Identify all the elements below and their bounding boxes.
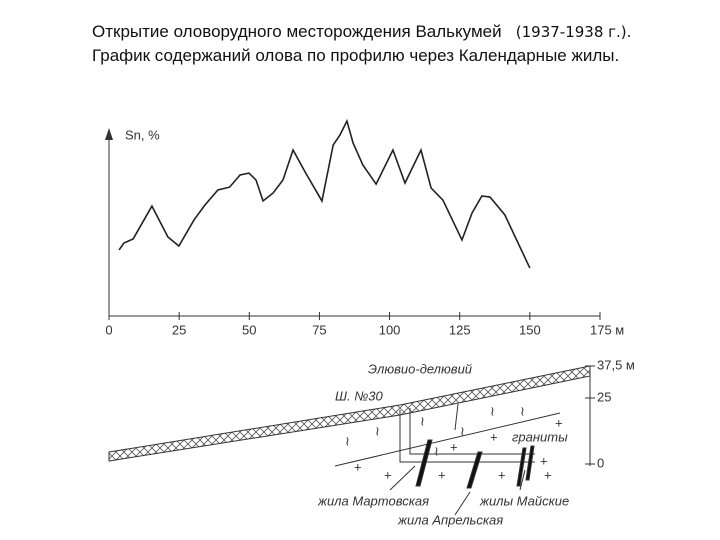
x-tick-label: 125 (449, 322, 471, 337)
svg-text:≀: ≀ (460, 423, 465, 438)
x-tick-label: 25 (172, 322, 186, 337)
svg-text:+: + (354, 459, 362, 474)
label: граниты (512, 429, 568, 444)
x-tick-label: 50 (242, 322, 256, 337)
svg-text:≀: ≀ (490, 403, 495, 418)
label: Ш. №30 (335, 388, 383, 403)
label: жила Мартовская (317, 493, 429, 508)
scale-label: 0 (597, 455, 604, 470)
leader (519, 469, 526, 491)
label: жилы Майские (479, 493, 569, 508)
svg-text:+: + (490, 429, 498, 444)
y-axis-arrow (105, 128, 113, 140)
x-tick-label: 175 м (590, 322, 624, 337)
scale-label: 25 (597, 389, 611, 404)
x-tick-label: 100 (379, 322, 401, 337)
subtitle: График содержаний олова по профилю через… (92, 46, 620, 65)
svg-text:+: + (540, 453, 548, 468)
x-tick-label: 0 (105, 322, 112, 337)
svg-text:≀: ≀ (375, 423, 380, 438)
cross-section: Элювио-делювий Ш. №30 граниты жила Марто… (108, 357, 635, 527)
granite-contact (334, 412, 561, 467)
label: жила Апрельская (397, 512, 503, 527)
svg-text:+: + (438, 467, 446, 482)
title: Открытие оловорудного месторождения Валь… (92, 22, 502, 41)
shaft (399, 408, 535, 463)
svg-text:≀: ≀ (420, 413, 425, 428)
svg-text:≀: ≀ (434, 443, 439, 458)
x-tick-label: 75 (312, 322, 326, 337)
svg-text:+: + (450, 439, 458, 454)
leader (454, 491, 471, 516)
svg-text:+: + (555, 415, 563, 430)
veins (415, 439, 535, 489)
title-dates: (1937-1938 г.). (515, 23, 632, 41)
header: Открытие оловорудного месторождения Валь… (92, 20, 692, 68)
label: Элювио-делювий (368, 361, 472, 376)
y-axis-label: Sn, % (125, 127, 160, 142)
leader (454, 403, 459, 431)
svg-text:≀: ≀ (345, 433, 350, 448)
svg-text:+: + (384, 467, 392, 482)
data-line (118, 118, 531, 269)
scale-label: 37,5 м (597, 357, 635, 372)
svg-text:+: + (544, 467, 552, 482)
svg-text:+: + (498, 467, 506, 482)
x-tick-label: 150 (519, 322, 541, 337)
svg-text:≀: ≀ (520, 403, 525, 418)
leader (389, 465, 416, 491)
